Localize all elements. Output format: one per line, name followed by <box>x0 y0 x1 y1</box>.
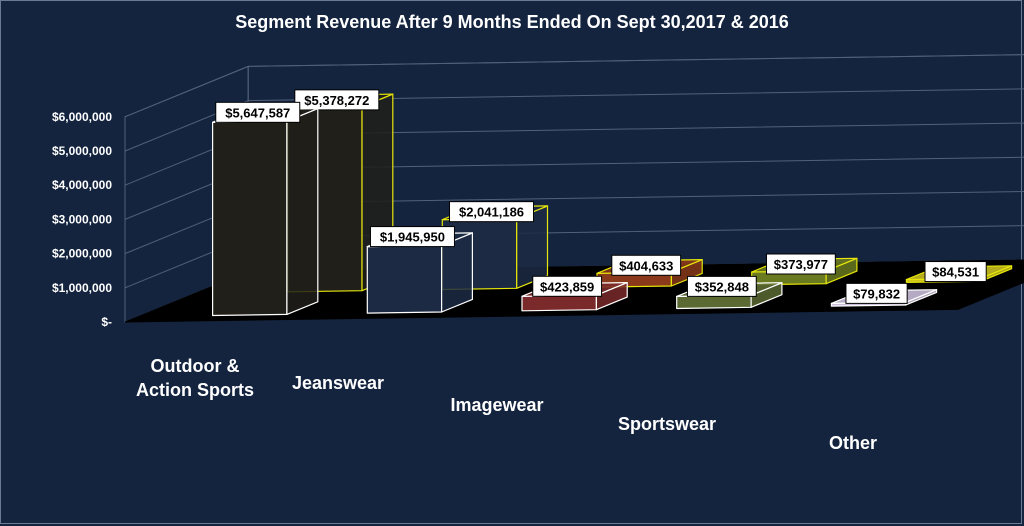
chart-title: Segment Revenue After 9 Months Ended On … <box>235 12 789 32</box>
bar-front-face <box>366 244 443 314</box>
data-label-box <box>369 226 455 248</box>
y-tick-label: $6,000,000 <box>52 110 112 124</box>
bar-front-face <box>676 294 752 310</box>
bar-side-face <box>286 107 319 315</box>
data-label-box <box>845 282 908 304</box>
data-label-box <box>766 253 836 275</box>
data-label: $404,633 <box>619 258 673 273</box>
bar-2017 <box>212 107 319 317</box>
y-tick-label: $5,000,000 <box>52 144 112 158</box>
category-label: Imagewear <box>450 395 543 415</box>
y-tick-label: $3,000,000 <box>52 212 112 226</box>
data-label-box <box>686 275 757 297</box>
data-label-box <box>294 89 380 111</box>
data-label-box <box>611 254 682 276</box>
category-label: Jeanswear <box>292 373 384 393</box>
data-label: $5,647,587 <box>225 105 290 120</box>
data-label: $352,848 <box>695 279 749 294</box>
data-label: $2,041,186 <box>459 205 524 220</box>
category-label: Outdoor & Action Sports <box>136 356 254 400</box>
data-label-box <box>449 201 535 223</box>
y-tick-label: $- <box>101 315 112 329</box>
data-label: $423,859 <box>540 279 594 294</box>
data-label: $84,531 <box>932 265 979 280</box>
y-tick-label: $2,000,000 <box>52 247 112 261</box>
category-label: Other <box>829 433 877 453</box>
y-tick-label: $1,000,000 <box>52 281 112 295</box>
data-label-box <box>924 261 987 283</box>
data-label: $5,378,272 <box>304 93 369 108</box>
y-tick-label: $4,000,000 <box>52 178 112 192</box>
data-label-box <box>215 101 301 123</box>
gridline <box>124 88 1024 152</box>
data-label: $1,945,950 <box>380 230 445 245</box>
bar-front-face <box>521 294 598 312</box>
gridline <box>124 54 1024 118</box>
data-label: $79,832 <box>853 286 900 301</box>
category-label: Sportswear <box>618 414 716 434</box>
data-label: $373,977 <box>774 257 828 272</box>
data-label-box <box>532 275 603 297</box>
bar-front-face <box>212 120 288 317</box>
